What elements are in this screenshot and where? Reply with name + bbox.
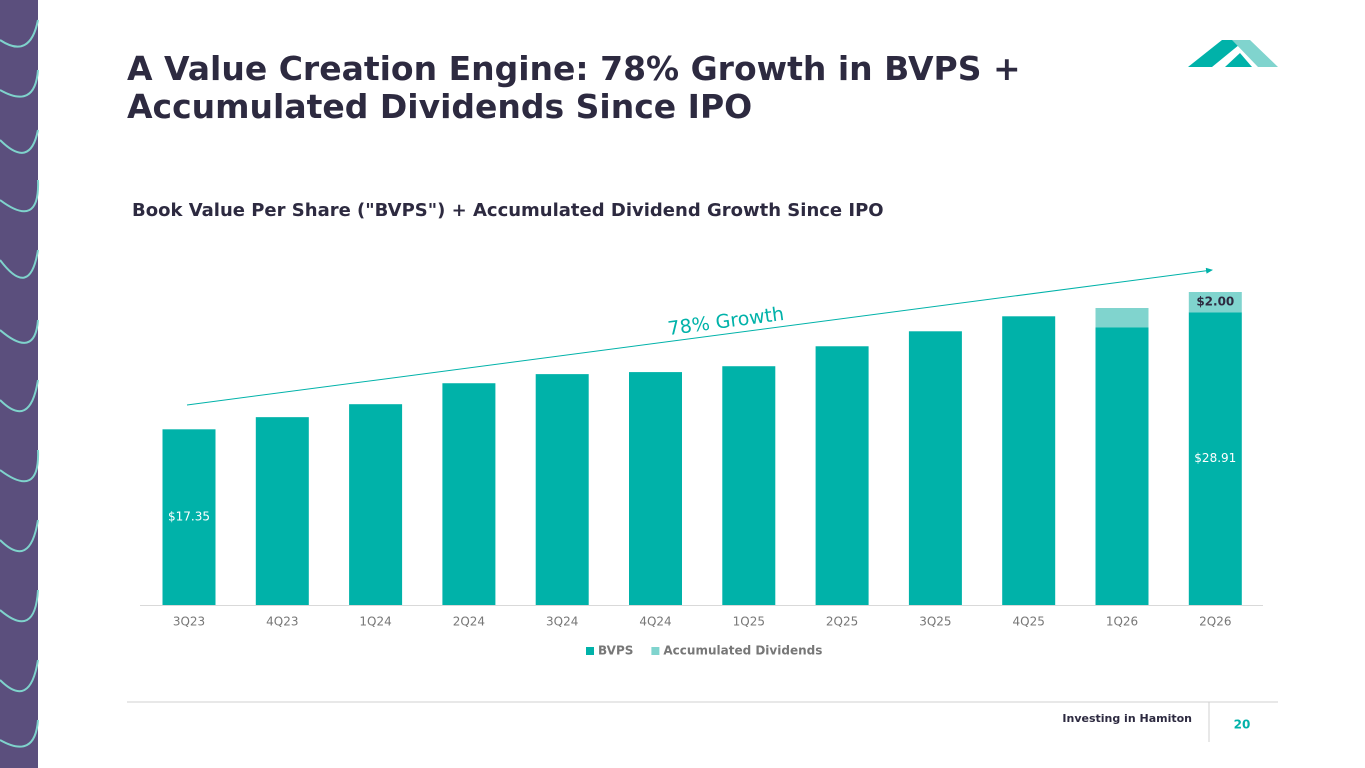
page-number: 20 [1234,718,1251,732]
legend-label: BVPS [598,644,633,658]
bar-segment [815,346,869,605]
x-tick-label: 1Q26 [1106,615,1138,629]
bar-segment [162,429,216,605]
x-tick-label: 4Q24 [639,615,671,629]
x-tick-label: 2Q25 [826,615,858,629]
bar-segment [1188,312,1242,605]
x-tick-label: 3Q25 [919,615,951,629]
x-tick-label: 4Q25 [1013,615,1045,629]
bar-segment [349,404,403,605]
bar-segment [1095,307,1149,328]
subtitle: Book Value Per Share ("BVPS") + Accumula… [132,200,884,221]
bar-segment [629,372,682,605]
x-tick-label: 1Q25 [733,615,765,629]
bar-segment [1188,292,1242,313]
footer: Investing in Hamiton [1062,712,1192,725]
x-tick-label: 1Q24 [359,615,391,629]
x-tick-label: 2Q24 [453,615,485,629]
x-tick-label: 4Q23 [266,615,298,629]
bar-segment [535,374,589,605]
growth-arrow [186,267,1213,406]
legend-swatch [586,647,594,655]
data-label: $28.91 [1194,451,1236,465]
x-tick-label: 3Q24 [546,615,578,629]
bar-segment [255,417,309,605]
data-label: $17.35 [168,510,210,524]
legend-label: Accumulated Dividends [663,644,822,658]
data-label: $2.00 [1196,295,1234,309]
bar-segment [722,366,776,605]
bar-segment [1002,316,1056,605]
bar-segment [442,383,496,605]
title: A Value Creation Engine: 78% Growth in B… [127,49,1021,126]
bar-segment [1095,327,1149,605]
logo [1188,40,1278,67]
bar-segment [908,331,962,605]
side-decoration [0,0,40,768]
x-tick-label: 2Q26 [1199,615,1231,629]
legend-swatch [651,647,660,655]
x-tick-label: 3Q23 [173,615,205,629]
